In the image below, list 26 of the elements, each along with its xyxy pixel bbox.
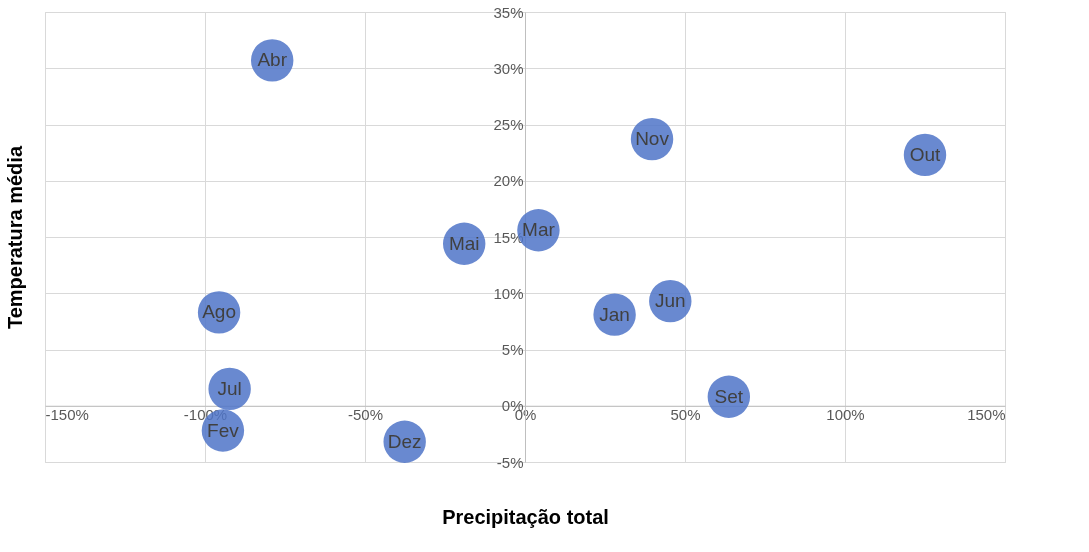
x-tick-label: -150% xyxy=(45,406,89,424)
x-tick-label: 150% xyxy=(967,406,1006,424)
data-label: Mai xyxy=(448,232,480,254)
data-label: Dez xyxy=(387,430,422,452)
y-tick-label: 5% xyxy=(501,341,524,358)
data-label: Jul xyxy=(217,377,242,399)
data-label: Fev xyxy=(207,419,240,441)
x-tick-label: 50% xyxy=(670,406,701,424)
y-tick-label: 30% xyxy=(493,59,524,77)
data-label: Abr xyxy=(257,49,288,71)
data-label: Set xyxy=(714,385,744,407)
y-tick-label: 10% xyxy=(493,284,524,302)
y-tick-label: 20% xyxy=(493,172,524,190)
y-tick-label: 35% xyxy=(493,3,524,21)
data-label: Jan xyxy=(599,303,630,325)
y-axis-title: Temperatura média xyxy=(3,145,26,330)
data-label: Ago xyxy=(202,301,236,323)
x-tick-label: -50% xyxy=(347,406,384,424)
x-tick-label: 100% xyxy=(826,406,865,424)
data-label: Mar xyxy=(522,219,556,241)
x-axis-title: Precipitação total xyxy=(442,505,609,528)
data-label: Nov xyxy=(635,128,670,150)
data-label: Jun xyxy=(654,290,686,312)
y-tick-label: 25% xyxy=(493,116,524,133)
y-tick-label: -5% xyxy=(496,453,524,471)
data-label: Out xyxy=(909,143,942,165)
